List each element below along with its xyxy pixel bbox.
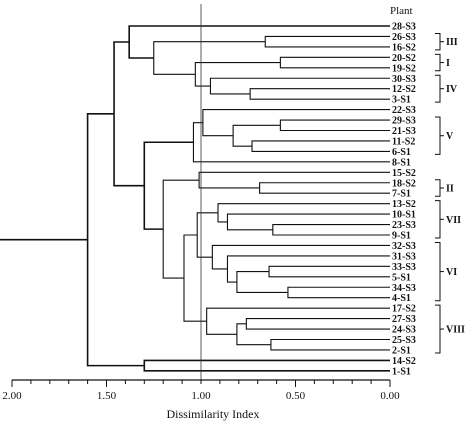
dendrogram-link [209, 77, 390, 95]
dendrogram-link [268, 265, 390, 278]
leaf-label: 19-S2 [392, 63, 416, 74]
leaf-label: 28-S3 [392, 22, 416, 33]
dendrogram-link [279, 56, 390, 69]
group-label: VIII [446, 325, 465, 336]
leaf-label: 3-S1 [392, 95, 411, 106]
leaf-label: 4-S1 [392, 293, 411, 304]
group-label: VI [446, 267, 457, 278]
leaf-label: 10-S1 [392, 210, 416, 221]
dendrogram-link [236, 323, 271, 346]
leaf-label: 6-S1 [392, 147, 411, 158]
dendrogram-link [264, 35, 390, 48]
group-label: II [446, 183, 454, 194]
group-bracket [435, 304, 441, 354]
dendrogram-link [287, 286, 390, 299]
dendrogram-link [86, 113, 145, 367]
group-bracket [435, 241, 441, 302]
leaf-label: 2-S1 [392, 345, 411, 356]
dendrogram-link [245, 318, 390, 330]
leaf-label: 5-S1 [392, 272, 411, 283]
dendrogram-link [202, 109, 390, 137]
group-bracket [435, 32, 441, 51]
dendrogram-link [183, 234, 207, 322]
leaf-label: 7-S1 [392, 189, 411, 200]
group-label: III [446, 37, 458, 48]
leaf-label: 27-S3 [392, 314, 416, 325]
dendrogram-link [279, 119, 390, 132]
dendrogram-link [153, 41, 266, 75]
x-axis-label: Dissimilarity Index [167, 407, 260, 421]
dendrogram-link [272, 224, 390, 236]
group-label: I [446, 58, 450, 69]
leaf-label: 11-S2 [392, 136, 415, 147]
dendrogram-link [198, 171, 390, 189]
leaf-labels: 28-S326-S316-S220-S219-S230-S312-S23-S12… [392, 22, 416, 378]
leaf-label: 26-S3 [392, 32, 416, 43]
group-label: VII [446, 215, 461, 226]
leaf-label: 12-S2 [392, 84, 416, 95]
dendrogram-link [251, 140, 390, 152]
leaf-label: 22-S3 [392, 105, 416, 116]
group-bracket [435, 74, 441, 103]
dendrogram-link [236, 271, 288, 294]
dendrogram-link [192, 122, 390, 163]
leaf-label: 9-S1 [392, 231, 411, 242]
x-axis: 2.00 1.50 1.00 0.50 0.00 [2, 379, 400, 402]
leaf-label: 34-S3 [392, 283, 416, 294]
leaf-label: 17-S2 [392, 304, 416, 315]
dendrogram-link [270, 338, 390, 351]
leaf-label: 14-S2 [392, 356, 416, 367]
leaf-label: 23-S3 [392, 220, 416, 231]
dendrogram-link [196, 212, 219, 258]
leaf-label: 18-S2 [392, 178, 416, 189]
leaf-label: 20-S2 [392, 53, 416, 64]
group-label: IV [446, 84, 458, 95]
dendrogram-link [194, 62, 281, 87]
leaf-label: 33-S3 [392, 262, 416, 273]
group-bracket [435, 53, 441, 72]
leaf-label: 32-S3 [392, 241, 416, 252]
x-tick-label: 0.00 [380, 390, 400, 402]
group-bracket [435, 200, 441, 239]
x-tick-label: 1.00 [191, 390, 211, 402]
x-tick-label: 0.50 [286, 390, 306, 402]
leaf-label: 21-S3 [392, 126, 416, 137]
leaf-label: 24-S3 [392, 325, 416, 336]
group-label: V [446, 131, 454, 142]
leaf-label: 29-S3 [392, 116, 416, 127]
leaf-label: 8-S1 [392, 157, 411, 168]
dendrogram-link [226, 255, 390, 283]
dendrogram-link [113, 41, 145, 187]
leaf-label: 13-S2 [392, 199, 416, 210]
dendrogram-link [143, 141, 194, 230]
plant-header: Plant [390, 5, 413, 17]
x-tick-label: 2.00 [2, 390, 22, 402]
leaf-label: 25-S3 [392, 335, 416, 346]
dendrogram-tree [0, 25, 390, 372]
leaf-label: 15-S2 [392, 168, 416, 179]
dendrogram-link [232, 124, 281, 147]
dendrogram-link [211, 244, 390, 270]
dendrogram-link [226, 213, 390, 231]
dendrogram-link [162, 179, 200, 279]
dendrogram-link [249, 88, 390, 100]
group-bracket [435, 116, 441, 155]
dendrogram-link [206, 307, 390, 335]
leaf-label: 1-S1 [392, 366, 411, 377]
group-bracket [435, 179, 441, 197]
leaf-label: 30-S3 [392, 74, 416, 85]
leaf-label: 16-S2 [392, 42, 416, 53]
leaf-label: 31-S3 [392, 251, 416, 262]
dendrogram-link [217, 203, 390, 223]
dendrogram-link [143, 359, 390, 372]
dendrogram-link [259, 182, 390, 194]
x-tick-label: 1.50 [97, 390, 117, 402]
